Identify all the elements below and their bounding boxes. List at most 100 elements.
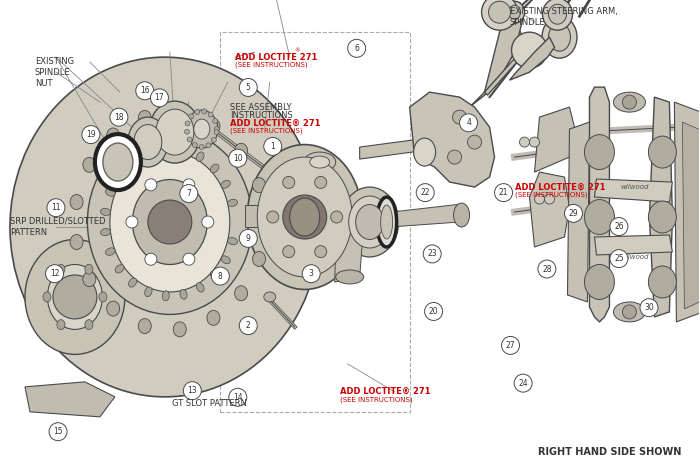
- Text: ®: ®: [295, 49, 300, 54]
- Circle shape: [564, 204, 582, 222]
- Circle shape: [239, 78, 258, 96]
- Ellipse shape: [70, 194, 83, 210]
- Text: RIGHT HAND SIDE SHOWN: RIGHT HAND SIDE SHOWN: [538, 447, 681, 457]
- Ellipse shape: [648, 201, 676, 233]
- Text: EXISTING
SPINDLE
NUT: EXISTING SPINDLE NUT: [35, 57, 74, 88]
- Ellipse shape: [174, 107, 186, 122]
- Ellipse shape: [613, 302, 645, 322]
- Text: 15: 15: [53, 427, 63, 436]
- Ellipse shape: [85, 320, 93, 329]
- Circle shape: [136, 82, 154, 100]
- Ellipse shape: [83, 272, 96, 287]
- Text: (SEE INSTRUCTIONS): (SEE INSTRUCTIONS): [230, 128, 302, 135]
- Text: 3: 3: [309, 269, 314, 278]
- Ellipse shape: [207, 311, 220, 325]
- Circle shape: [195, 110, 200, 115]
- Ellipse shape: [228, 199, 237, 206]
- Polygon shape: [674, 102, 700, 322]
- Polygon shape: [484, 47, 528, 95]
- Text: wilwood: wilwood: [620, 184, 649, 190]
- Ellipse shape: [180, 289, 187, 299]
- Ellipse shape: [180, 145, 187, 155]
- Ellipse shape: [70, 235, 83, 250]
- Text: 4: 4: [466, 118, 471, 127]
- Ellipse shape: [57, 320, 65, 329]
- Circle shape: [501, 337, 519, 354]
- Ellipse shape: [381, 205, 393, 239]
- Ellipse shape: [139, 110, 151, 126]
- Circle shape: [211, 267, 230, 285]
- Text: 25: 25: [614, 254, 624, 263]
- Polygon shape: [25, 382, 115, 417]
- Polygon shape: [594, 179, 673, 202]
- Ellipse shape: [202, 117, 214, 131]
- Text: 29: 29: [568, 209, 578, 218]
- Circle shape: [214, 130, 219, 135]
- Ellipse shape: [290, 198, 320, 236]
- Circle shape: [519, 137, 529, 147]
- Circle shape: [199, 144, 204, 150]
- Text: INSTRUCTIONS: INSTRUCTIONS: [230, 110, 293, 119]
- Circle shape: [208, 112, 213, 117]
- Text: 7: 7: [186, 189, 191, 198]
- Circle shape: [315, 177, 327, 188]
- Ellipse shape: [162, 143, 169, 153]
- Ellipse shape: [48, 264, 102, 329]
- Circle shape: [330, 211, 343, 223]
- Circle shape: [53, 275, 97, 319]
- Text: ADD LOCTITE® 271: ADD LOCTITE® 271: [230, 118, 321, 127]
- Circle shape: [145, 253, 157, 265]
- Circle shape: [183, 253, 195, 265]
- Circle shape: [193, 143, 197, 148]
- Text: 11: 11: [51, 203, 61, 212]
- Text: ADD LOCTITE® 271: ADD LOCTITE® 271: [340, 388, 430, 396]
- Circle shape: [610, 218, 628, 236]
- Ellipse shape: [221, 256, 230, 264]
- Circle shape: [126, 216, 138, 228]
- Ellipse shape: [10, 57, 320, 397]
- Circle shape: [283, 177, 295, 188]
- Circle shape: [47, 199, 65, 217]
- Ellipse shape: [414, 138, 435, 166]
- Text: 18: 18: [114, 113, 124, 122]
- Text: EXISTING STEERING ARM,
SPINDLE: EXISTING STEERING ARM, SPINDLE: [510, 7, 617, 27]
- Text: 30: 30: [644, 303, 654, 312]
- Ellipse shape: [508, 5, 521, 19]
- Ellipse shape: [83, 157, 96, 172]
- Text: 6: 6: [354, 44, 359, 53]
- Circle shape: [150, 89, 169, 107]
- Circle shape: [213, 118, 218, 124]
- Text: 21: 21: [499, 188, 508, 197]
- Circle shape: [622, 305, 636, 319]
- Ellipse shape: [207, 118, 220, 134]
- Text: 14: 14: [233, 393, 243, 402]
- Circle shape: [82, 126, 100, 143]
- Text: GT SLOT PATTERN: GT SLOT PATTERN: [172, 399, 246, 408]
- Ellipse shape: [149, 101, 201, 163]
- Circle shape: [180, 185, 198, 202]
- Polygon shape: [589, 87, 610, 322]
- Ellipse shape: [549, 4, 566, 24]
- Circle shape: [535, 194, 545, 204]
- Ellipse shape: [584, 200, 615, 235]
- Ellipse shape: [309, 156, 330, 168]
- Ellipse shape: [341, 187, 398, 257]
- Ellipse shape: [129, 157, 137, 166]
- Text: 22: 22: [421, 188, 430, 197]
- Ellipse shape: [132, 179, 207, 264]
- Ellipse shape: [253, 252, 265, 266]
- Text: (SEE INSTRUCTIONS): (SEE INSTRUCTIONS): [340, 396, 412, 403]
- Circle shape: [545, 194, 554, 204]
- Circle shape: [416, 184, 434, 202]
- Ellipse shape: [228, 237, 237, 245]
- Ellipse shape: [134, 125, 162, 160]
- Text: 5: 5: [246, 83, 251, 92]
- Ellipse shape: [258, 157, 352, 277]
- Circle shape: [148, 200, 192, 244]
- Circle shape: [46, 265, 64, 283]
- Circle shape: [610, 250, 628, 268]
- Ellipse shape: [25, 239, 125, 354]
- Ellipse shape: [196, 283, 204, 292]
- Text: ADD LOCTITE® 271: ADD LOCTITE® 271: [514, 183, 605, 192]
- Circle shape: [189, 114, 194, 119]
